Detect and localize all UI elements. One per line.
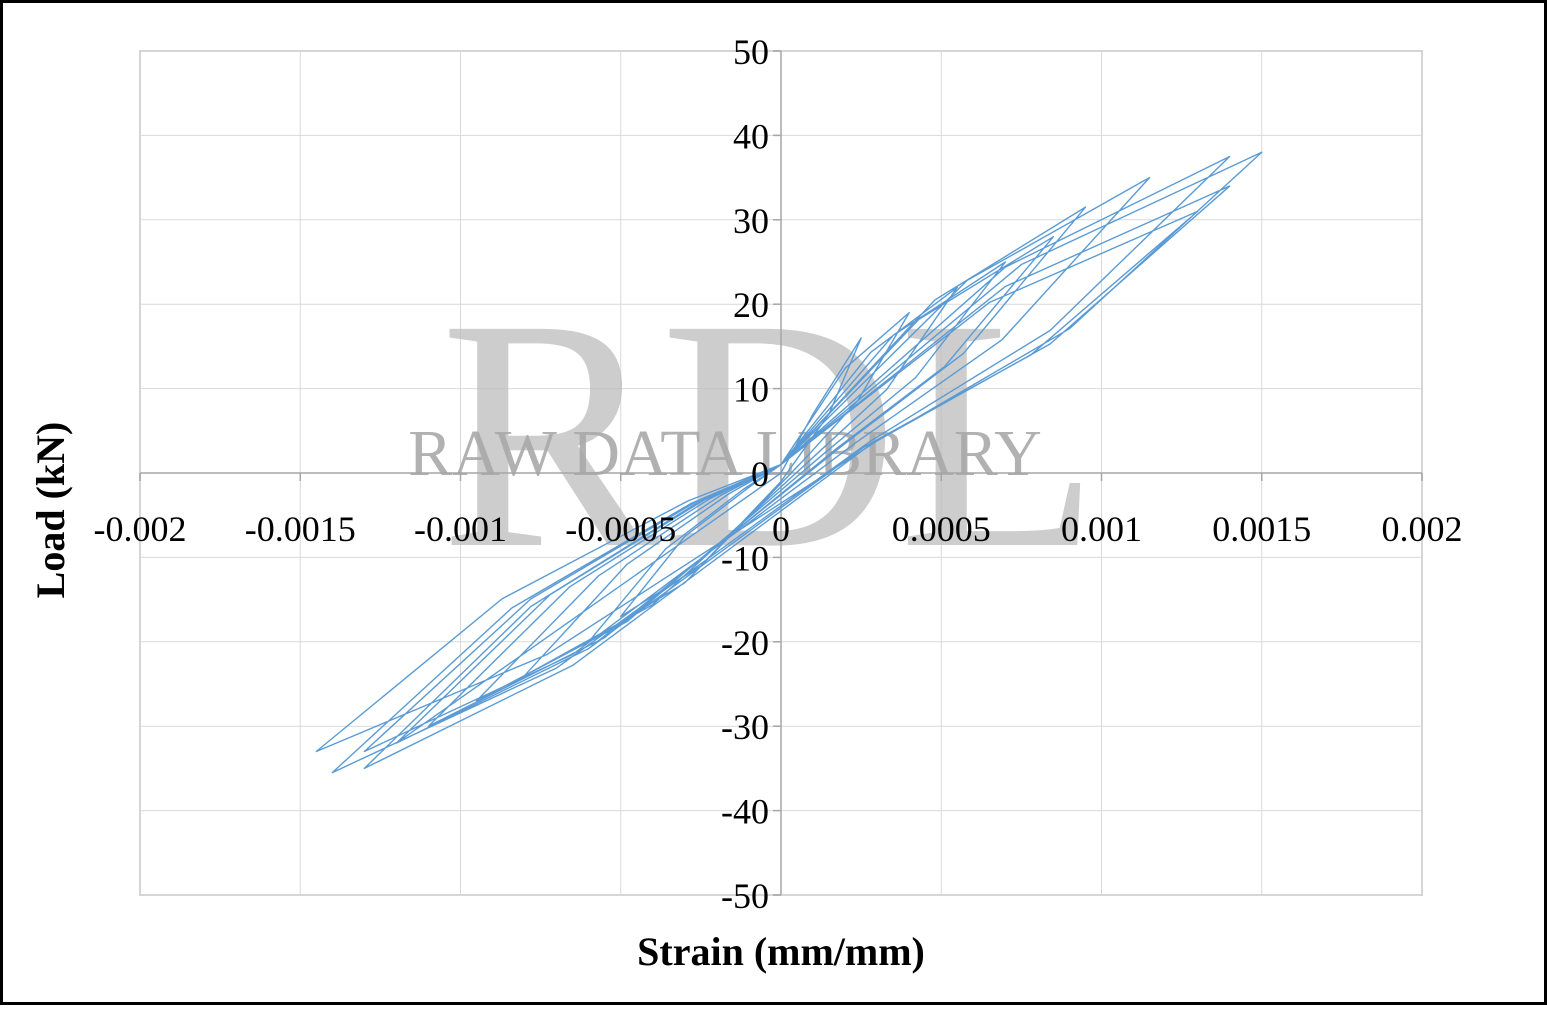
watermark-text: RAW DATA LIBRARY xyxy=(408,417,1042,490)
y-tick-label: -10 xyxy=(721,538,769,578)
y-tick-label: -50 xyxy=(721,876,769,916)
y-tick-label: 0 xyxy=(751,454,769,494)
y-tick-label: 20 xyxy=(733,285,769,325)
data-line xyxy=(315,151,1263,774)
series-group xyxy=(315,151,1263,774)
y-tick-label: -30 xyxy=(721,707,769,747)
x-axis-label: Strain (mm/mm) xyxy=(637,929,925,974)
y-axis-label: Load (kN) xyxy=(28,422,73,599)
x-tick-label: 0 xyxy=(772,509,790,549)
y-tick-label: 10 xyxy=(733,370,769,410)
y-tick-label: -40 xyxy=(721,792,769,832)
x-tick-label: 0.0005 xyxy=(892,509,991,549)
x-tick-label: 0.002 xyxy=(1382,509,1463,549)
x-tick-label: 0.001 xyxy=(1061,509,1142,549)
x-tick-label: -0.001 xyxy=(414,509,507,549)
x-tick-label: -0.0015 xyxy=(245,509,356,549)
x-tick-label: -0.0005 xyxy=(565,509,676,549)
y-tick-label: 50 xyxy=(733,32,769,72)
labels: -0.002 -0.0015 -0.001 -0.0005 0 0.0005 0.001 0.… xyxy=(94,32,1463,916)
watermark-group: RDL RAW DATA LIBRARY xyxy=(408,252,1100,617)
x-tick-label: 0.0015 xyxy=(1212,509,1311,549)
y-tick-label: 30 xyxy=(733,201,769,241)
x-tick-label: -0.002 xyxy=(94,509,187,549)
y-tick-label: -20 xyxy=(721,623,769,663)
y-tick-label: 40 xyxy=(733,116,769,156)
